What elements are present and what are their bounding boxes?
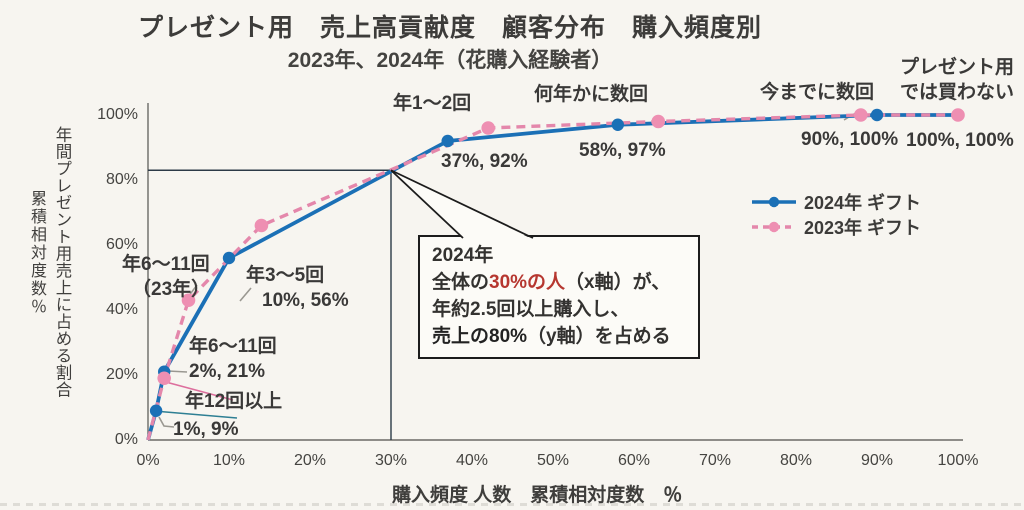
x-tick-30%: 30% [374,452,408,469]
data-point-2023-今までに数回 [854,108,868,122]
annotation-freq-year-6-11-2023: 年6～11回 （23年） [122,254,211,300]
leader-line-2 [167,370,188,373]
legend-item-2023: 2023年 ギフト [750,214,921,239]
callout-tail-edge-right [390,169,534,239]
annotation-value-90-100: 90%, 100% [801,129,899,150]
x-tick-60%: 60% [617,452,651,469]
x-tick-40%: 40% [455,452,489,469]
annotation-value-37-92: 37%, 92% [441,151,528,172]
scan-artifact-bottom-edge [0,503,1024,506]
x-tick-80%: 80% [779,452,813,469]
annotation-freq-few-times-ever: 今までに数回 [760,82,875,103]
annotation-value-100-100: 100%, 100% [906,130,1014,151]
data-point-2023-年1～2回 [481,121,496,135]
data-point-2024-何年かに数回 [611,118,624,131]
data-point-2024-年12回以上 [149,404,163,417]
callout-box [418,235,700,359]
callout-text: 2024年 全体の30%の人（x軸）が、 年約2.5回以上購入し、 売上の80%… [432,242,692,350]
x-tick-90%: 90% [860,452,894,469]
data-point-2024-年1～2回 [441,134,454,148]
callout-line-3: 年約2.5回以上購入し、 [432,299,630,320]
annotation-freq-several-years: 何年かに数回 [534,84,649,105]
legend-item-2024: 2024年 ギフト [750,189,921,214]
annotation-freq-year-3-5: 年3～5回 10%, 56% [246,265,349,311]
legend-label-2023: 2023年 ギフト [804,217,922,238]
callout-highlight-80pct: 売上の80% [432,326,528,347]
annotation-value-58-97: 58%, 97% [579,140,666,161]
y-tick-40%: 40% [105,301,138,318]
callout-line-4: 売上の80%（y軸）を占める [432,326,671,347]
data-point-2023-プレゼント用では買わない [951,108,965,122]
callout-line-2: 全体の30%の人（x軸）が、 [432,272,671,293]
leader-line-4 [153,410,238,419]
page-subtitle: 2023年、2024年（花購入経験者） [287,49,613,72]
x-tick-20%: 20% [293,452,327,469]
legend-line-solid-icon [752,196,796,207]
y-axis-label-main: 年間プレゼント用売上に占める割合 [53,126,71,398]
legend-line-dashed-icon [752,221,796,232]
data-point-2023-年3～5回 [254,218,269,233]
callout-tail-edge-left [390,169,464,239]
y-tick-80%: 80% [105,171,138,188]
data-point-2023-何年かに数回 [651,114,666,129]
leader-line-1 [239,287,252,302]
y-tick-60%: 60% [105,236,138,253]
y-tick-20%: 20% [105,366,138,383]
y-tick-100%: 100% [97,106,138,123]
x-axis-label: 購入頻度 人数 累積相対度数 ％ [392,485,683,506]
leader-line-5 [158,416,175,428]
callout-highlight-30pct: 30%の人 [489,272,566,293]
leader-line-3 [161,380,234,401]
annotation-freq-year-12-plus: 年12回以上 [185,391,283,412]
x-tick-10%: 10% [212,452,246,469]
x-tick-0%: 0% [136,452,160,469]
callout-line-1: 2024年 [432,245,494,266]
annotation-freq-year-1-2: 年1～2回 [393,93,472,114]
legend-label-2024: 2024年 ギフト [804,192,922,213]
x-tick-100%: 100% [937,452,979,469]
data-point-2023-年6～11回 [181,293,196,308]
annotation-freq-year-6-11: 年6～11回 2%, 21% [189,336,277,382]
x-tick-70%: 70% [698,452,732,469]
series-line-2023 [146,113,958,441]
annotation-value-1-9: 1%, 9% [173,419,239,440]
annotation-freq-never-for-gift: プレゼント用 では買わない [900,57,1015,103]
chart-legend: 2024年 ギフト 2023年 ギフト [750,189,921,239]
data-point-2023-年12回以上 [157,371,171,386]
data-point-2024-年3～5回 [222,251,236,265]
x-tick-50%: 50% [536,452,570,469]
y-axis-label-sub: 累積相対度数％ [28,190,45,316]
page-title: プレゼント用 売上高貢献度 顧客分布 購入頻度別 [137,14,762,42]
data-point-2024-今までに数回 [870,108,884,122]
y-tick-0%: 0% [114,431,138,448]
